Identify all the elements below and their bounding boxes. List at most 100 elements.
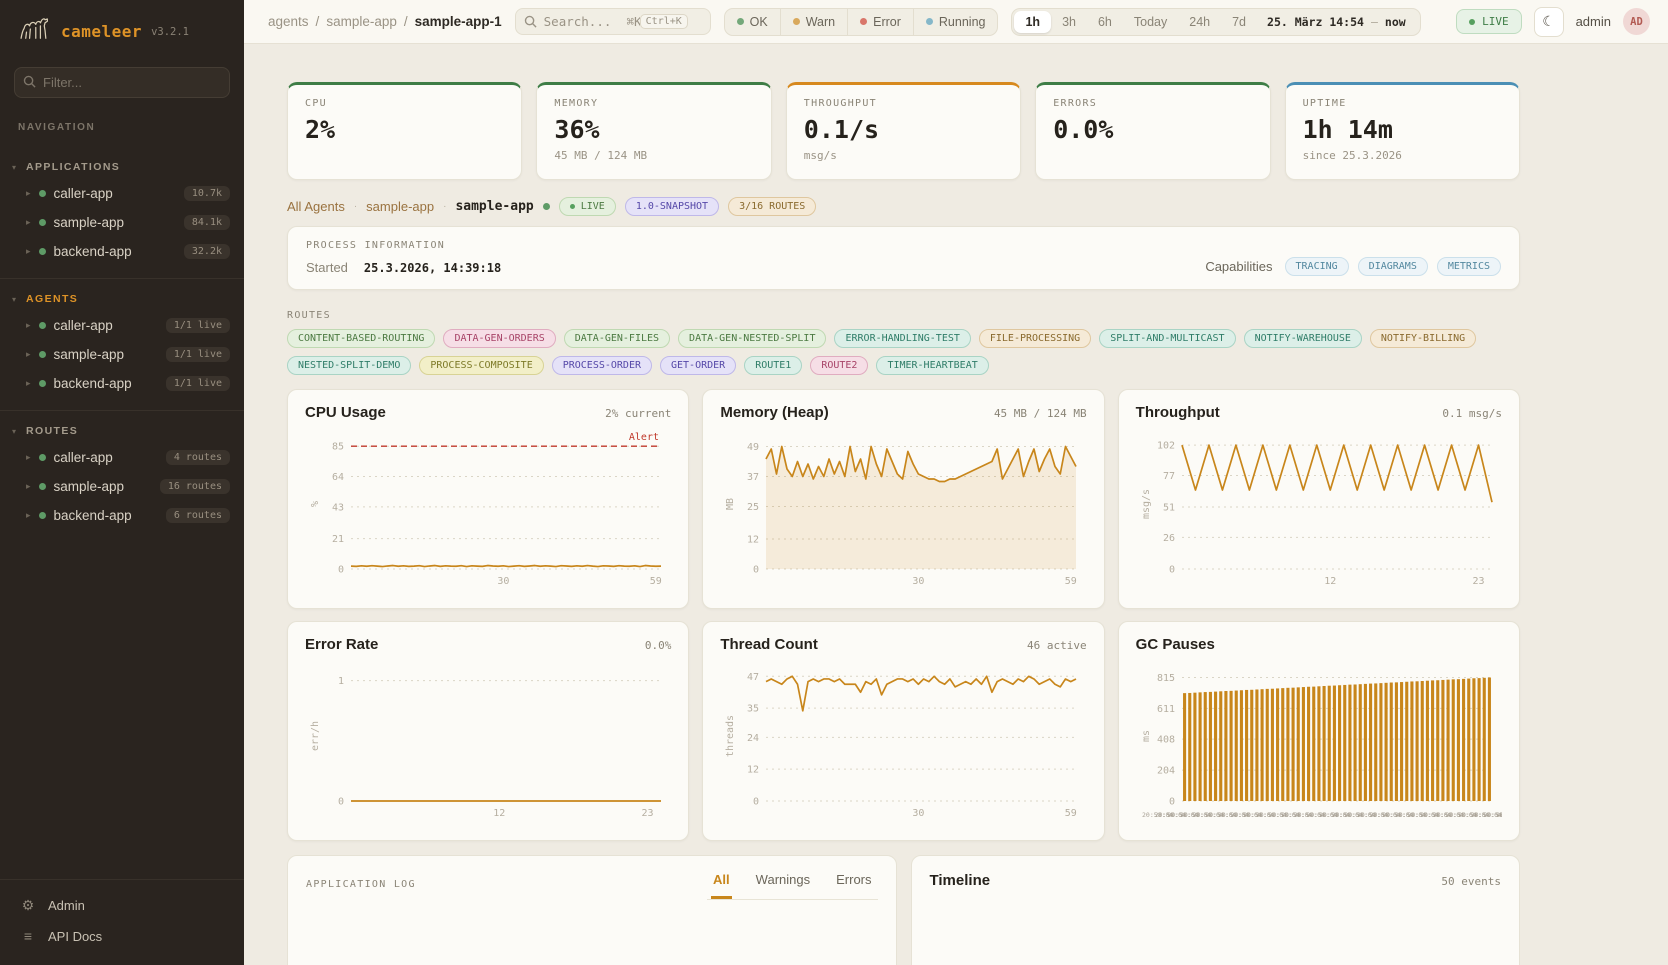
svg-text:12: 12 xyxy=(1324,576,1336,587)
nav-section-header-applications[interactable]: ▾ APPLICATIONS xyxy=(0,157,244,179)
chart-header: CPU Usage 2% current xyxy=(305,404,671,421)
status-dot-icon xyxy=(38,512,46,519)
svg-text:0: 0 xyxy=(338,797,344,808)
footer-item-admin[interactable]: ⚙ Admin xyxy=(18,890,226,921)
sidebar-footer: ⚙ Admin ≡ API Docs xyxy=(0,879,244,965)
date-range[interactable]: 25. März 14:54 — now xyxy=(1257,15,1418,29)
route-badge-nested-split-demo[interactable]: NESTED-SPLIT-DEMO xyxy=(287,356,412,375)
agent-crumb[interactable]: All Agents xyxy=(287,198,345,214)
sidebar-item-agents-sample-app[interactable]: ▸ sample-app 1/1 live xyxy=(0,340,244,369)
svg-text:12: 12 xyxy=(493,808,505,819)
route-badge-data-gen-orders[interactable]: DATA-GEN-ORDERS xyxy=(443,329,556,348)
metric-value: 1h 14m xyxy=(1302,115,1393,144)
footer-item-label: Admin xyxy=(48,898,85,913)
time-range-1h[interactable]: 1h xyxy=(1014,10,1052,33)
route-badge-route2[interactable]: ROUTE2 xyxy=(810,356,869,375)
chart-svg-cpu: 85 64 43 21 0% 30 59 Alert xyxy=(310,432,662,587)
metric-label: UPTIME xyxy=(1302,98,1347,109)
tab-all[interactable]: All xyxy=(711,872,732,899)
route-badge-data-gen-files[interactable]: DATA-GEN-FILES xyxy=(563,329,671,348)
route-badge-notify-billing[interactable]: NOTIFY-BILLING xyxy=(1369,329,1477,348)
breadcrumb-separator: / xyxy=(315,14,320,29)
route-badge-split-and-multicast[interactable]: SPLIT-AND-MULTICAST xyxy=(1099,329,1236,348)
time-range-24h[interactable]: 24h xyxy=(1178,11,1221,33)
chart-card-cpu: CPU Usage 2% current 85 64 43 21 0% 30 59 Alert xyxy=(287,389,690,609)
svg-text:77: 77 xyxy=(1163,471,1175,482)
status-dot-icon xyxy=(38,322,46,329)
status-filter-running[interactable]: Running xyxy=(914,9,998,35)
nav-sections: ▾ APPLICATIONS ▸ caller-app 10.7k ▸ sample-app… xyxy=(0,135,244,879)
capability-badge-metrics: METRICS xyxy=(1436,257,1501,276)
agent-breadcrumb-row: All Agents · sample-app · sample-app LIVE 1.0-… xyxy=(287,196,1520,216)
time-range-3h[interactable]: 3h xyxy=(1051,11,1087,33)
application-log-title: APPLICATION LOG xyxy=(306,879,416,890)
route-badge-data-gen-nested-split[interactable]: DATA-GEN-NESTED-SPLIT xyxy=(678,329,827,348)
dark-mode-toggle[interactable]: ☾ xyxy=(1533,6,1564,37)
svg-text:43: 43 xyxy=(332,502,344,513)
svg-text:ms: ms xyxy=(1141,730,1152,742)
sidebar-item-agents-backend-app[interactable]: ▸ backend-app 1/1 live xyxy=(0,369,244,398)
nav-section-header-routes[interactable]: ▾ ROUTES xyxy=(0,421,244,443)
sidebar-item-routes-caller-app[interactable]: ▸ caller-app 4 routes xyxy=(0,443,244,472)
route-badge-error-handling-test[interactable]: ERROR-HANDLING-TEST xyxy=(834,329,971,348)
filter-input[interactable] xyxy=(14,67,230,98)
chart-title: GC Pauses xyxy=(1135,636,1215,653)
route-badge-get-order[interactable]: GET-ORDER xyxy=(660,356,737,375)
status-filter-ok[interactable]: OK xyxy=(725,8,781,35)
search-input[interactable] xyxy=(543,14,640,29)
svg-text:20:58:04: 20:58:04 xyxy=(1382,811,1413,819)
status-filter-error[interactable]: Error xyxy=(848,8,914,35)
svg-text:err/h: err/h xyxy=(310,721,321,751)
chart-svg-threads: 47 35 24 12 0 threads 30 59 xyxy=(725,672,1077,819)
time-range-group: 1h 3h 6h Today 24h 7d 25. März 14:54 — now xyxy=(1011,7,1421,36)
log-tabs: All Warnings Errors xyxy=(707,872,878,900)
svg-text:30: 30 xyxy=(497,576,509,587)
nav-section-header-agents[interactable]: ▾ AGENTS xyxy=(0,289,244,311)
sidebar-item-applications-backend-app[interactable]: ▸ backend-app 32.2k xyxy=(0,237,244,266)
search-box[interactable]: Ctrl+K xyxy=(514,8,711,35)
metric-value: 0.1/s xyxy=(803,115,880,144)
chart-card-memory: Memory (Heap) 45 MB / 124 MB 49 37 25 12 0 MB 30… xyxy=(702,389,1105,609)
route-badge-process-composite[interactable]: PROCESS-COMPOSITE xyxy=(419,356,544,375)
svg-text:20:58:04: 20:58:04 xyxy=(1154,811,1185,819)
sidebar-item-applications-caller-app[interactable]: ▸ caller-app 10.7k xyxy=(0,179,244,208)
time-range-6h[interactable]: 6h xyxy=(1087,11,1123,33)
route-badge-route1[interactable]: ROUTE1 xyxy=(744,356,803,375)
avatar[interactable]: AD xyxy=(1623,8,1650,35)
sidebar-item-agents-caller-app[interactable]: ▸ caller-app 1/1 live xyxy=(0,311,244,340)
status-dot-icon xyxy=(860,18,868,25)
svg-text:37: 37 xyxy=(747,472,759,483)
chevron-right-icon: ▸ xyxy=(26,452,31,462)
chart-right-label: 0.1 msg/s xyxy=(1442,407,1502,420)
time-range-today[interactable]: Today xyxy=(1123,11,1178,33)
route-badge-file-processing[interactable]: FILE-PROCESSING xyxy=(978,329,1092,348)
breadcrumb-current: sample-app-1 xyxy=(414,14,502,29)
status-filter-warn[interactable]: Warn xyxy=(781,8,849,35)
chart-plot: 815 611 408 204 0 ms 20:58:04 20:58:04 20:58:04 2… xyxy=(1136,659,1527,826)
nav-section-routes: ▾ ROUTES ▸ caller-app 4 routes ▸ sample-app 16 … xyxy=(0,410,244,530)
svg-text:51: 51 xyxy=(1163,503,1175,514)
route-badge-content-based-routing[interactable]: CONTENT-BASED-ROUTING xyxy=(287,329,436,348)
route-badge-notify-warehouse[interactable]: NOTIFY-WAREHOUSE xyxy=(1243,329,1362,348)
status-dot-icon xyxy=(38,248,46,255)
route-badge-timer-heartbeat[interactable]: TIMER-HEARTBEAT xyxy=(876,356,989,375)
breadcrumb-item[interactable]: agents xyxy=(268,14,309,29)
status-dot-icon xyxy=(792,18,800,25)
sidebar-item-label: backend-app xyxy=(53,376,132,391)
tab-warnings[interactable]: Warnings xyxy=(754,872,812,899)
svg-text:408: 408 xyxy=(1157,735,1175,746)
chart-svg-throughput: 102 77 51 26 0 msg/s 12 23 xyxy=(1141,441,1493,587)
sidebar-item-label: caller-app xyxy=(53,186,113,201)
footer-item-api-docs[interactable]: ≡ API Docs xyxy=(18,921,226,951)
sidebar-item-routes-backend-app[interactable]: ▸ backend-app 6 routes xyxy=(0,501,244,530)
breadcrumb-item[interactable]: sample-app xyxy=(326,14,397,29)
route-badge-process-order[interactable]: PROCESS-ORDER xyxy=(551,356,652,375)
chart-header: Throughput 0.1 msg/s xyxy=(1136,404,1502,421)
sidebar-item-routes-sample-app[interactable]: ▸ sample-app 16 routes xyxy=(0,472,244,501)
agent-crumb[interactable]: sample-app xyxy=(366,198,435,214)
time-range-7d[interactable]: 7d xyxy=(1221,11,1257,33)
sidebar-item-applications-sample-app[interactable]: ▸ sample-app 84.1k xyxy=(0,208,244,237)
metric-label: ERRORS xyxy=(1053,98,1098,109)
tab-errors[interactable]: Errors xyxy=(834,872,873,899)
metric-value: 2% xyxy=(305,115,336,144)
